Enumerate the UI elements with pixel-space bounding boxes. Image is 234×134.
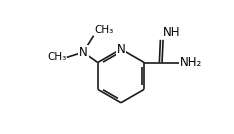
Text: N: N: [79, 46, 88, 59]
Text: NH: NH: [163, 26, 181, 39]
Text: CH₃: CH₃: [47, 52, 66, 62]
Text: N: N: [117, 43, 125, 56]
Text: CH₃: CH₃: [94, 25, 113, 35]
Text: NH₂: NH₂: [180, 56, 202, 69]
